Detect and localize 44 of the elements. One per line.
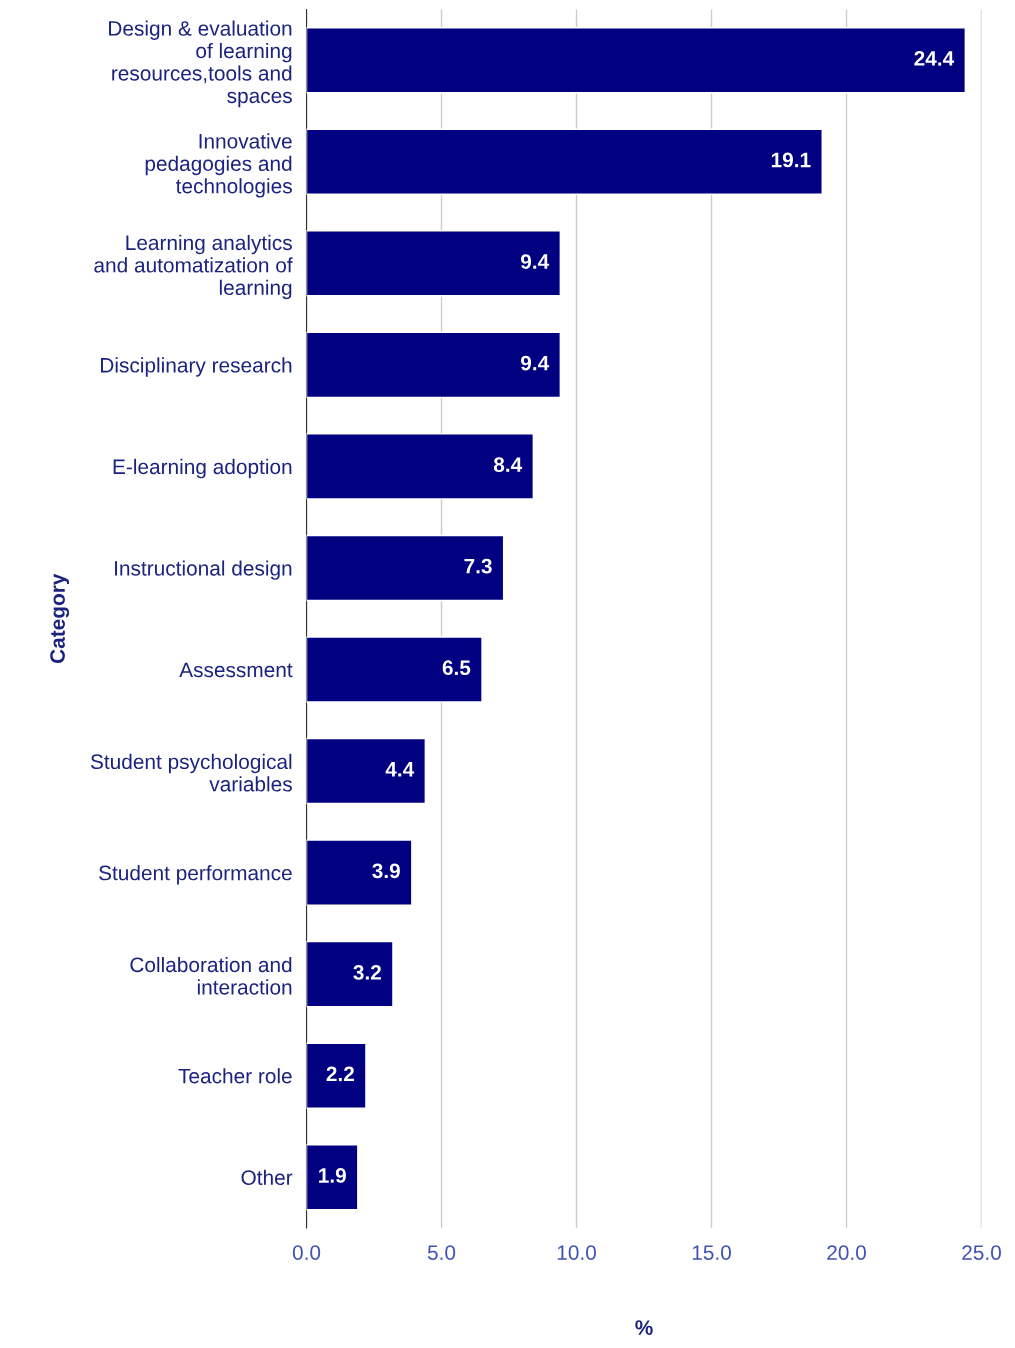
bar: [306, 839, 413, 906]
bar: [306, 128, 823, 195]
bar: [306, 433, 535, 500]
data-label: 3.2: [353, 964, 381, 980]
bar: [306, 1144, 359, 1211]
y-tick-label: Assessment: [179, 662, 293, 678]
bar: [306, 27, 967, 94]
data-label: 4.4: [385, 762, 415, 777]
y-tick-label: Learning analytics and automatization of learning: [94, 234, 293, 300]
x-tick-label: 15.0: [692, 1245, 731, 1260]
data-label: 3.9: [372, 863, 400, 879]
x-tick-label: 5.0: [427, 1245, 456, 1260]
y-tick-label: E-learning adoption: [113, 458, 292, 479]
data-label: 1.9: [319, 1168, 346, 1183]
x-tick-label: 20.0: [827, 1245, 866, 1260]
x-tick-label: 25.0: [962, 1245, 1001, 1260]
y-tick-label: Collaboration and interaction: [130, 956, 292, 995]
y-tick-label: Instructional design: [115, 560, 292, 580]
data-label: 7.3: [464, 558, 492, 574]
x-tick-label: 0.0: [292, 1245, 321, 1260]
bar: [306, 636, 483, 703]
bar: [306, 1042, 367, 1109]
y-tick-label: Student performance: [99, 865, 292, 885]
data-label: 8.4: [493, 457, 523, 472]
bar: [306, 230, 562, 297]
data-label: 9.4: [520, 355, 550, 371]
bar: [306, 534, 505, 602]
x-tick-label: 10.0: [557, 1245, 596, 1260]
y-tick-label: Student psychological variables: [90, 753, 292, 792]
y-tick-label: Innovative pedagogies and technologies: [145, 133, 292, 198]
bar: [306, 940, 394, 1008]
bar: [306, 737, 427, 805]
data-label: 19.1: [771, 152, 811, 168]
y-tick-label: Other: [241, 1169, 293, 1186]
data-label: 24.4: [914, 51, 955, 66]
bar: [306, 331, 562, 399]
y-tick-label: Disciplinary research: [101, 357, 292, 377]
x-axis-title: %: [635, 1320, 653, 1335]
y-axis-title: Category: [50, 573, 70, 664]
y-tick-label: Design & evaluation of learning resources,tools and spaces: [109, 20, 292, 108]
data-label: 6.5: [442, 660, 471, 676]
data-label: 9.4: [520, 254, 550, 269]
y-tick-label: Teacher role: [178, 1068, 292, 1084]
data-label: 2.2: [326, 1066, 354, 1082]
